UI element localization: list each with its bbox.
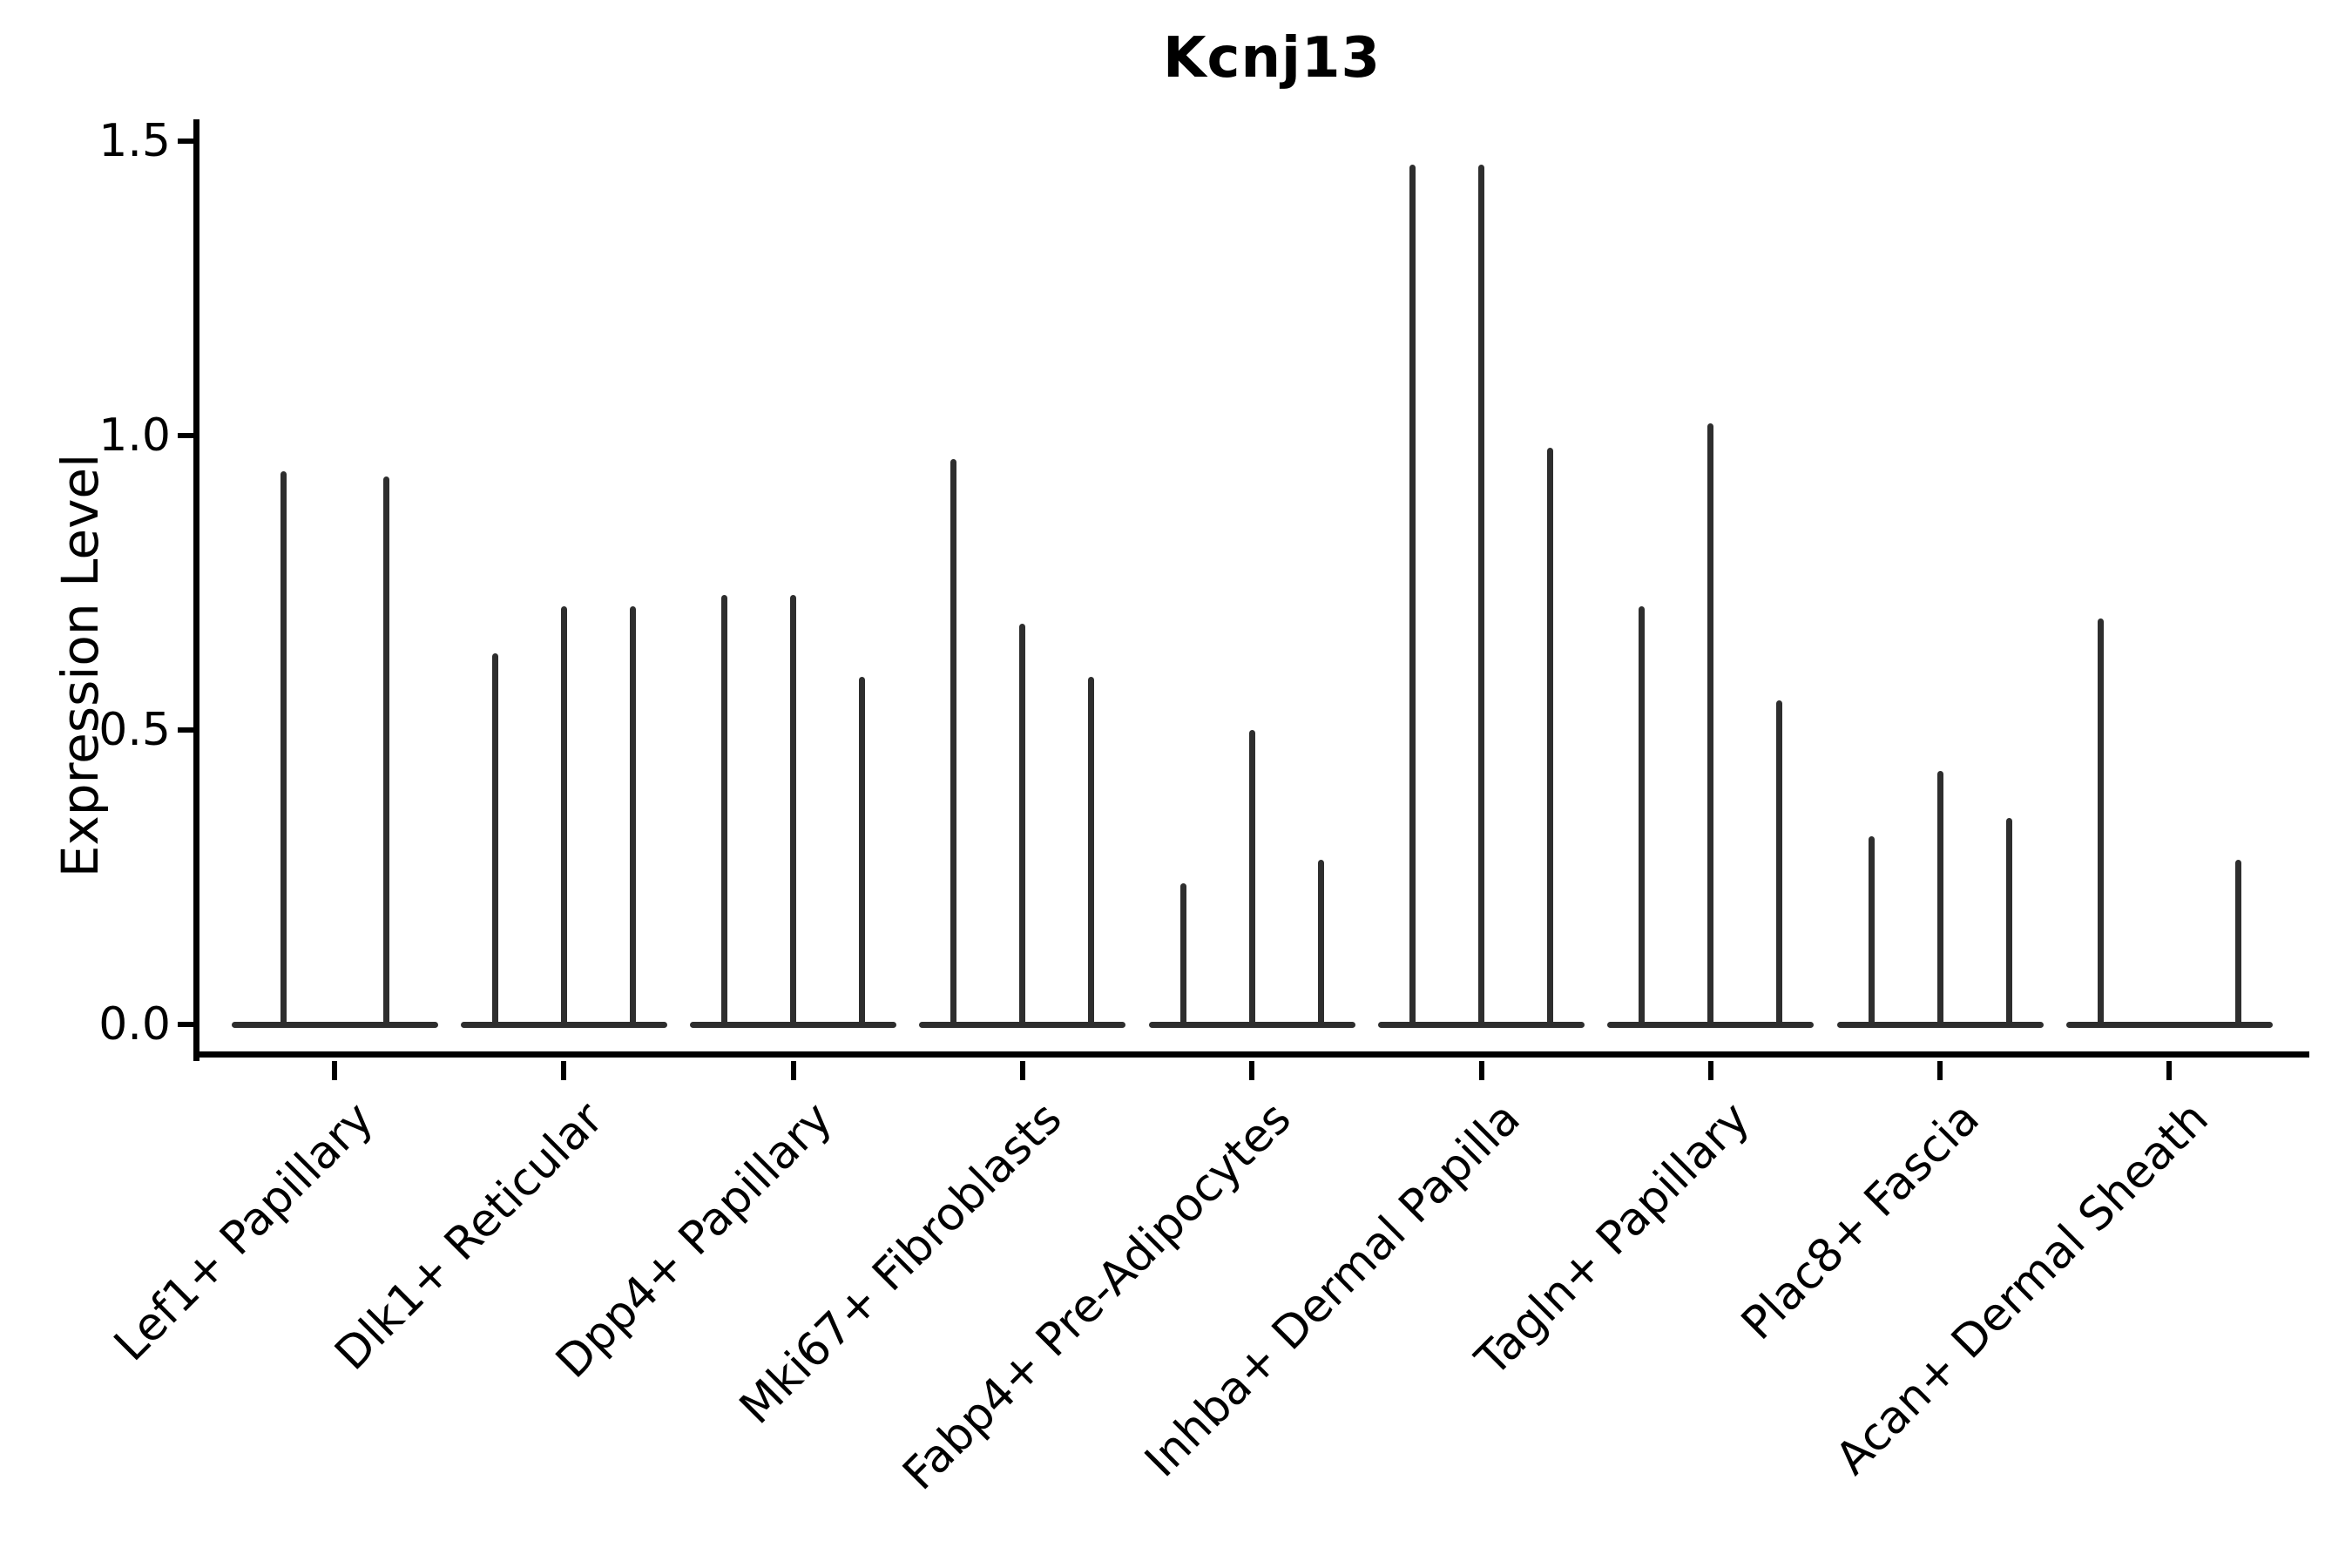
violin-spike (1179, 882, 1186, 1024)
violin-base (1836, 1021, 2044, 1028)
y-tick-label: 1.0 (98, 409, 171, 462)
violin-spike (1936, 771, 1943, 1024)
violin-base (1378, 1021, 1585, 1028)
y-tick-mark (178, 727, 197, 733)
x-tick-label: Inhba+ Dermal Papilla (1135, 1092, 1531, 1488)
violin-spike (1547, 447, 1553, 1024)
x-tick-label: Plac8+ Fascia (1731, 1092, 1990, 1350)
x-tick-mark (561, 1061, 567, 1080)
violin-spike (1317, 859, 1324, 1024)
x-tick-mark (1249, 1061, 1255, 1080)
x-tick-mark (332, 1061, 337, 1080)
x-tick-mark (1937, 1061, 1943, 1080)
violin-base (460, 1021, 667, 1028)
x-tick-mark (790, 1061, 796, 1080)
violin-base (690, 1021, 897, 1028)
violin-base (1607, 1021, 1815, 1028)
violin-spike (859, 677, 866, 1024)
violin-spike (1478, 165, 1484, 1024)
y-axis-spine (193, 119, 199, 1061)
y-tick-mark (178, 1022, 197, 1027)
x-tick-mark (1478, 1061, 1484, 1080)
violin-spike (382, 476, 389, 1024)
x-tick-mark (1019, 1061, 1025, 1080)
violin-base (2065, 1021, 2273, 1028)
violin-spike (1019, 624, 1026, 1024)
violin-base (1148, 1021, 1355, 1028)
violin-spike (950, 459, 957, 1024)
violin-spike (1088, 677, 1095, 1024)
violin-spike (1868, 835, 1875, 1024)
violin-spike (1639, 606, 1646, 1024)
y-tick-label: 0.0 (98, 998, 171, 1051)
x-tick-label: Acan+ Dermal Sheath (1826, 1092, 2219, 1485)
violin-spike (721, 594, 728, 1024)
y-tick-mark (178, 139, 197, 144)
violin-spike (560, 606, 567, 1024)
x-axis-spine (193, 1051, 2309, 1058)
chart-title: Kcnj13 (1162, 26, 1382, 91)
violin-spike (1248, 730, 1255, 1024)
violin-spike (1776, 700, 1783, 1024)
violin-base (231, 1021, 438, 1028)
x-tick-label: Fabp4+ Pre-Adipocytes (893, 1092, 1301, 1501)
violin-spike (2234, 859, 2241, 1024)
violin-spike (1707, 423, 1714, 1024)
x-tick-mark (2166, 1061, 2173, 1080)
violin-spike (629, 606, 636, 1024)
violin-spike (2005, 818, 2012, 1024)
violin-spike (2097, 618, 2104, 1024)
y-tick-label: 0.5 (98, 704, 171, 756)
violin-spike (790, 594, 797, 1024)
y-tick-mark (178, 433, 197, 438)
x-tick-mark (1707, 1061, 1713, 1080)
violin-spike (280, 470, 287, 1024)
y-tick-label: 1.5 (98, 115, 171, 167)
violin-base (919, 1021, 1126, 1028)
violin-spike (1409, 165, 1416, 1024)
violin-spike (491, 653, 498, 1024)
